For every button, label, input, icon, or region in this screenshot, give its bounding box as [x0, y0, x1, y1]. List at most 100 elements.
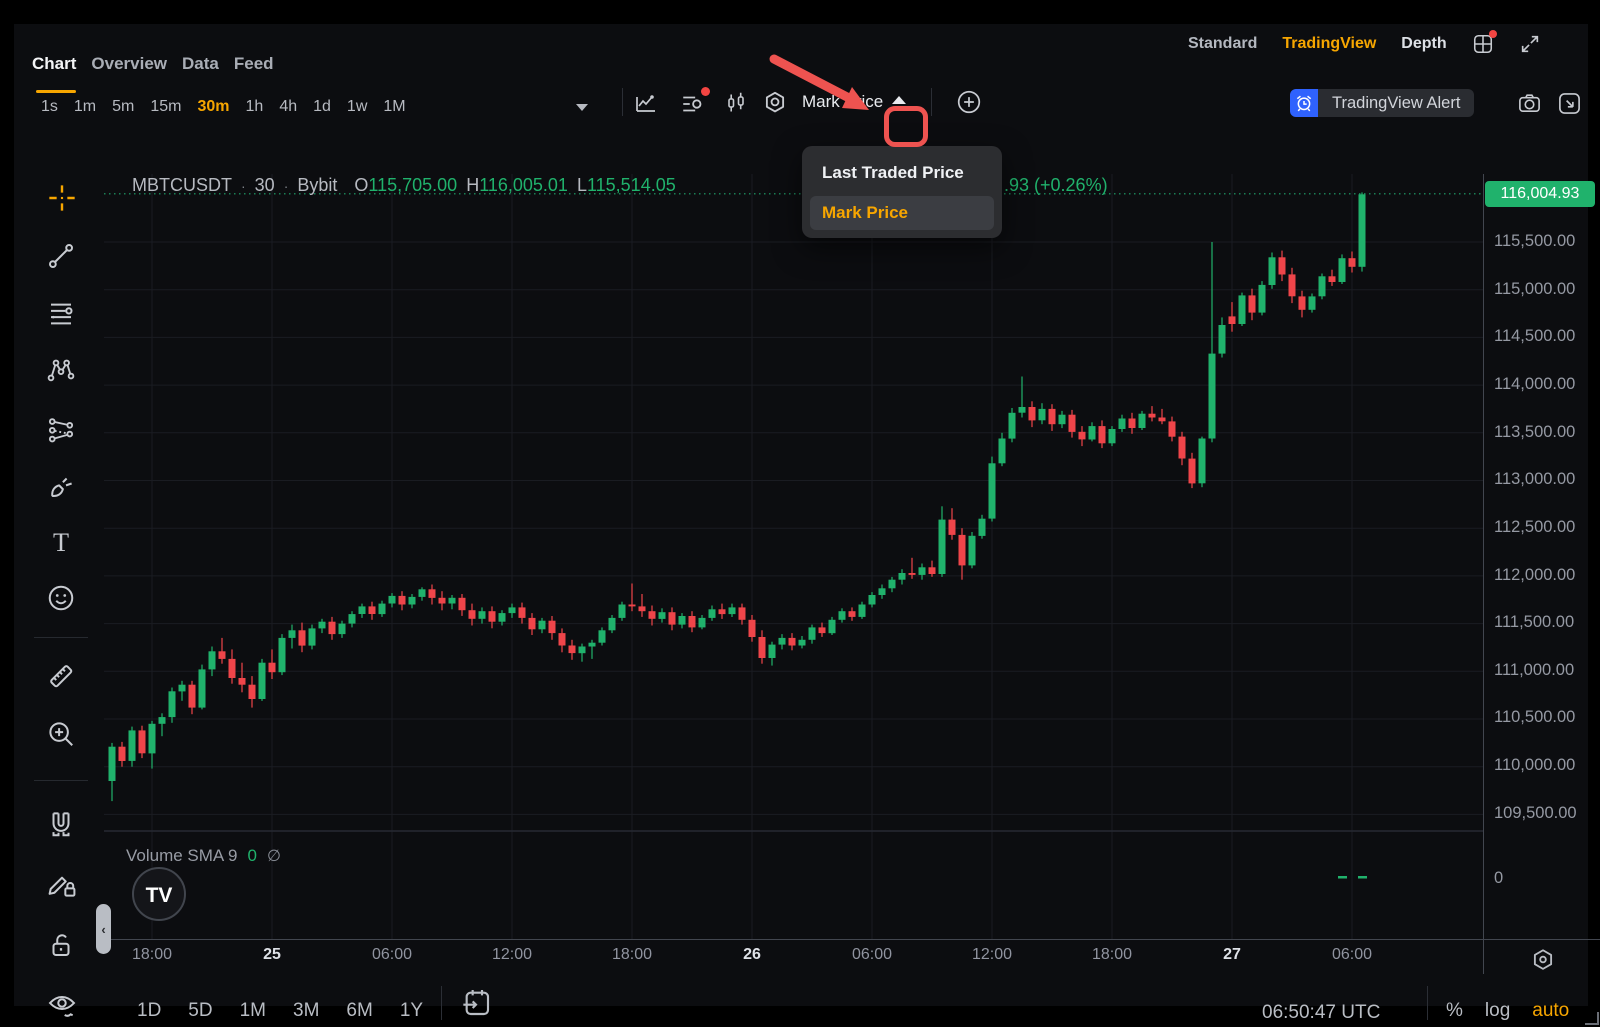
- utc-clock[interactable]: 06:50:47 UTC: [1262, 1002, 1381, 1023]
- indicators-icon[interactable]: [680, 87, 710, 117]
- zoom-in-tool-icon[interactable]: [46, 719, 76, 749]
- magnet-mode-icon[interactable]: [46, 809, 76, 839]
- tab-chart[interactable]: Chart: [32, 54, 77, 73]
- timeframe-4h[interactable]: 4h: [279, 98, 298, 115]
- hide-drawings-icon[interactable]: [46, 989, 78, 1021]
- range-1M[interactable]: 1M: [239, 1000, 266, 1021]
- timeframe-1h[interactable]: 1h: [245, 98, 264, 115]
- range-1Y[interactable]: 1Y: [399, 1000, 424, 1021]
- view-mode-tradingview[interactable]: TradingView: [1282, 35, 1377, 52]
- crosshair-tool-icon[interactable]: [46, 182, 78, 214]
- timeframe-1M[interactable]: 1M: [383, 98, 406, 115]
- time-axis-label: 18:00: [131, 946, 173, 963]
- price-axis-label: 112,500.00: [1494, 518, 1576, 536]
- time-axis-label: 18:00: [611, 946, 653, 963]
- candles-style-icon[interactable]: [724, 91, 748, 115]
- range-1D[interactable]: 1D: [137, 1000, 162, 1021]
- scale-log-toggle[interactable]: log: [1484, 1000, 1511, 1021]
- notification-dot: [1488, 30, 1497, 38]
- price-axis-label: 114,500.00: [1494, 327, 1576, 345]
- view-mode-switch: Standard TradingView Depth: [1188, 30, 1541, 55]
- timeframe-1m[interactable]: 1m: [73, 98, 97, 115]
- tradingview-logo[interactable]: TV: [131, 866, 187, 922]
- tradingview-alert-button[interactable]: TradingView Alert: [1290, 89, 1475, 117]
- date-range-bar: 1D 5D 1M 3M 6M 1Y: [137, 1000, 423, 1022]
- legend-open-value: 115,705.00: [368, 175, 458, 195]
- volume-label: Volume SMA 9: [126, 846, 238, 865]
- timeframe-30m[interactable]: 30m: [197, 98, 230, 115]
- tab-overview[interactable]: Overview: [91, 54, 168, 73]
- range-5D[interactable]: 5D: [188, 1000, 213, 1021]
- projection-tool-icon[interactable]: [46, 414, 76, 444]
- price-axis-label: 115,500.00: [1494, 232, 1576, 250]
- time-axis-label: 12:00: [971, 946, 1013, 963]
- fib-retracement-tool-icon[interactable]: [46, 299, 76, 329]
- chart-legend[interactable]: MBTCUSDT · 30 · Bybit O115,705.00 H116,0…: [132, 175, 676, 196]
- corner-resize-icon[interactable]: [1582, 1010, 1600, 1026]
- range-3M[interactable]: 3M: [293, 1000, 320, 1021]
- empty-set-icon: ∅: [266, 848, 281, 865]
- time-axis-label: 18:00: [1091, 946, 1133, 963]
- price-axis-label: 113,000.00: [1494, 470, 1576, 488]
- legend-symbol: MBTCUSDT: [132, 175, 232, 195]
- view-mode-standard[interactable]: Standard: [1188, 35, 1258, 52]
- timeframe-1s[interactable]: 1s: [41, 98, 58, 115]
- tab-feed[interactable]: Feed: [233, 54, 274, 73]
- price-source-caret-icon[interactable]: [892, 96, 906, 104]
- emoji-tool-icon[interactable]: [46, 583, 76, 613]
- chart-style-icon[interactable]: [634, 91, 658, 115]
- bottom-divider: [441, 986, 442, 1020]
- measure-tool-icon[interactable]: [46, 661, 76, 691]
- time-axis-border: [102, 939, 1600, 940]
- timeframe-1w[interactable]: 1w: [346, 98, 368, 115]
- scale-percent-toggle[interactable]: %: [1446, 1000, 1463, 1021]
- collapse-toolbar-handle[interactable]: ‹: [96, 904, 111, 954]
- axis-settings-icon[interactable]: [1530, 947, 1556, 973]
- svg-text:T: T: [53, 528, 69, 557]
- layout-grid-icon[interactable]: [1472, 30, 1497, 55]
- text-tool-icon[interactable]: T: [46, 527, 76, 557]
- toolbar-divider: [931, 88, 932, 116]
- drawing-mode-lock-icon[interactable]: [46, 867, 78, 899]
- timeframe-more-caret[interactable]: [576, 104, 588, 111]
- time-axis-label: 06:00: [371, 946, 413, 963]
- legend-low-value: 115,514.05: [586, 175, 676, 195]
- fullscreen-chart-icon[interactable]: [1557, 91, 1582, 116]
- chart-settings-icon[interactable]: [762, 90, 788, 116]
- price-axis-label: 111,000.00: [1494, 661, 1575, 679]
- candlestick-chart[interactable]: [104, 174, 1483, 939]
- scale-auto-toggle[interactable]: auto: [1532, 1000, 1570, 1021]
- bottom-divider: [1427, 986, 1428, 1020]
- menu-item-last-traded-price[interactable]: Last Traded Price: [822, 163, 964, 182]
- go-to-date-icon[interactable]: [460, 986, 492, 1018]
- price-axis-label: 113,500.00: [1494, 423, 1576, 441]
- timeframe-1d[interactable]: 1d: [313, 98, 331, 115]
- camera-snapshot-icon[interactable]: [1517, 91, 1542, 116]
- timeframe-15m[interactable]: 15m: [150, 98, 182, 115]
- volume-legend[interactable]: Volume SMA 9 0 ∅: [126, 846, 281, 866]
- tab-data[interactable]: Data: [182, 54, 219, 73]
- legend-change-value: .93 (+0.26%): [1004, 175, 1108, 195]
- annotation-highlight-box: [884, 106, 928, 147]
- time-axis-label: 06:00: [1331, 946, 1373, 963]
- price-axis-label: 0: [1494, 869, 1504, 887]
- range-6M[interactable]: 6M: [346, 1000, 373, 1021]
- menu-item-mark-price[interactable]: Mark Price: [810, 196, 994, 230]
- xabcd-pattern-tool-icon[interactable]: [46, 356, 76, 386]
- price-axis-label: 110,000.00: [1494, 756, 1576, 774]
- toolbar-divider: [622, 88, 623, 116]
- legend-separator: ·: [241, 178, 246, 194]
- header-tabs: Chart Overview Data Feed: [32, 54, 274, 93]
- brush-tool-icon[interactable]: [46, 471, 76, 501]
- price-axis-border: [1483, 174, 1484, 974]
- legend-low-label: L: [576, 175, 587, 195]
- time-axis-label: 27: [1223, 946, 1241, 963]
- add-indicator-icon[interactable]: [956, 89, 982, 115]
- volume-value: 0: [247, 846, 257, 865]
- fullscreen-icon[interactable]: [1519, 33, 1541, 55]
- view-mode-depth[interactable]: Depth: [1401, 35, 1447, 52]
- scale-options: % log auto: [1446, 1000, 1569, 1022]
- trend-line-tool-icon[interactable]: [46, 241, 76, 271]
- lock-all-drawings-icon[interactable]: [46, 930, 76, 960]
- timeframe-5m[interactable]: 5m: [112, 98, 135, 115]
